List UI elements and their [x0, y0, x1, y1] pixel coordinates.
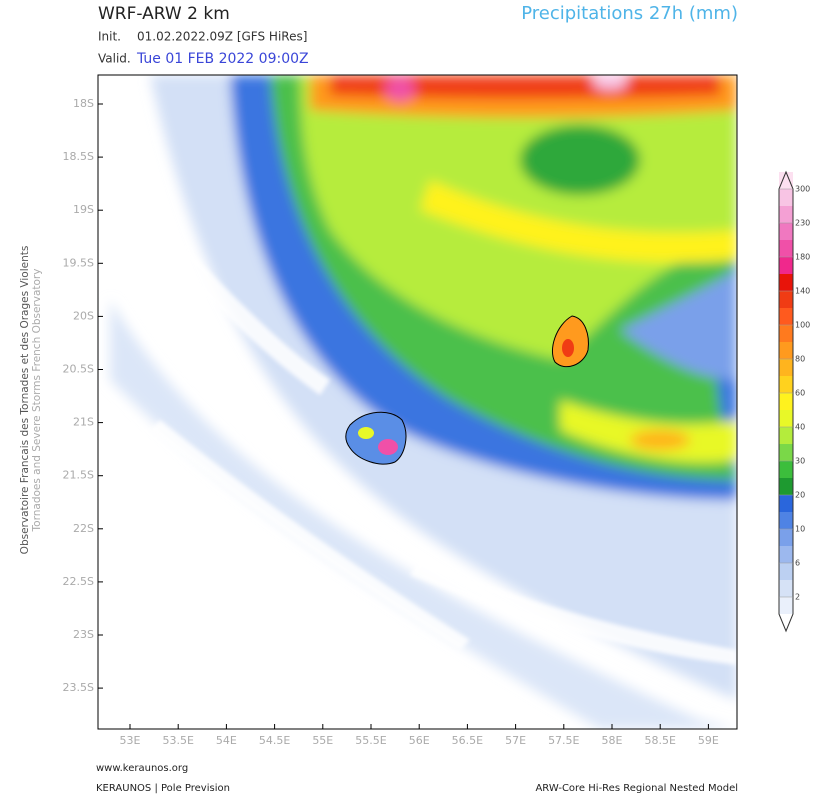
side-text-en: Tornadoes and Severe Storms French Obser…: [31, 269, 43, 533]
lon-label: 55E: [312, 734, 333, 747]
colorbar-bin: [779, 189, 793, 206]
lat-label: 22.5S: [63, 575, 94, 588]
lat-label: 21S: [73, 416, 94, 429]
colorbar-label: 180: [795, 253, 810, 262]
colorbar-bin: [779, 614, 793, 631]
colorbar-label: 40: [795, 423, 805, 432]
colorbar-bin: [779, 223, 793, 240]
lon-label: 56E: [409, 734, 430, 747]
colorbar-bin: [779, 529, 793, 546]
footer-model: ARW-Core Hi-Res Regional Nested Model: [535, 783, 738, 794]
lat-label: 20.5S: [63, 363, 94, 376]
colorbar-bin: [779, 172, 793, 189]
lat-label: 20S: [73, 309, 94, 322]
colorbar-label: 20: [795, 491, 805, 500]
lon-label: 53E: [120, 734, 141, 747]
colorbar-bin: [779, 478, 793, 495]
colorbar-label: 140: [795, 287, 810, 296]
lat-label: 22S: [73, 522, 94, 535]
valid-label: Valid.: [98, 52, 131, 66]
colorbar-label: 30: [795, 457, 805, 466]
colorbar-label: 10: [795, 525, 805, 534]
lat-label: 18S: [73, 97, 94, 110]
side-text-fr: Observatoire Francais des Tornades et de…: [19, 246, 31, 555]
colorbar-bin: [779, 376, 793, 393]
colorbar-bin: [779, 342, 793, 359]
map-frame: [97, 74, 738, 730]
colorbar-bin: [779, 597, 793, 614]
lon-label: 58E: [602, 734, 623, 747]
lon-label: 55.5E: [355, 734, 386, 747]
colorbar-bin: [779, 257, 793, 274]
lat-label: 19.5S: [63, 256, 94, 269]
valid-value: Tue 01 FEB 2022 09:00Z: [136, 51, 309, 67]
colorbar-bin: [779, 495, 793, 512]
lon-label: 56.5E: [452, 734, 483, 747]
colorbar-bin: [779, 308, 793, 325]
footer-site: www.keraunos.org: [96, 763, 188, 774]
colorbar-bin: [779, 206, 793, 223]
colorbar-label: 60: [795, 389, 805, 398]
precip-field: [98, 75, 737, 729]
colorbar-bin: [779, 274, 793, 291]
colorbar-bin: [779, 444, 793, 461]
lat-label: 23.5S: [63, 681, 94, 694]
init-label: Init.: [98, 30, 121, 44]
colorbar-bin: [779, 461, 793, 478]
colorbar-bin: [779, 427, 793, 444]
lon-label: 58.5E: [644, 734, 675, 747]
colorbar-label: 2: [795, 593, 800, 602]
colorbar-label: 100: [795, 321, 810, 330]
colorbar-bin: [779, 359, 793, 376]
lon-label: 54.5E: [259, 734, 290, 747]
lat-label: 21.5S: [63, 469, 94, 482]
colorbar-bin: [779, 393, 793, 410]
init-value: 01.02.2022.09Z [GFS HiRes]: [137, 30, 307, 44]
lat-label: 23S: [73, 628, 94, 641]
lon-label: 54E: [216, 734, 237, 747]
colorbar-bin: [779, 563, 793, 580]
colorbar-bin: [779, 410, 793, 427]
colorbar-bin: [779, 291, 793, 308]
product-title: Precipitations 27h (mm): [521, 3, 738, 24]
colorbar-label: 80: [795, 355, 805, 364]
lon-label: 57.5E: [548, 734, 579, 747]
model-title: WRF-ARW 2 km: [98, 4, 230, 24]
lon-label: 57E: [505, 734, 526, 747]
lon-label: 59E: [698, 734, 719, 747]
colorbar-label: 230: [795, 219, 810, 228]
colorbar-bin: [779, 512, 793, 529]
colorbar-label: 6: [795, 559, 800, 568]
colorbar-bin: [779, 580, 793, 597]
lon-label: 53.5E: [162, 734, 193, 747]
lat-label: 18.5S: [63, 150, 94, 163]
colorbar-bin: [779, 325, 793, 342]
lat-label: 19S: [73, 203, 94, 216]
colorbar-bin: [779, 546, 793, 563]
colorbar-bin: [779, 240, 793, 257]
colorbar-label: 300: [795, 185, 810, 194]
footer-org: KERAUNOS | Pole Prevision: [96, 783, 230, 794]
